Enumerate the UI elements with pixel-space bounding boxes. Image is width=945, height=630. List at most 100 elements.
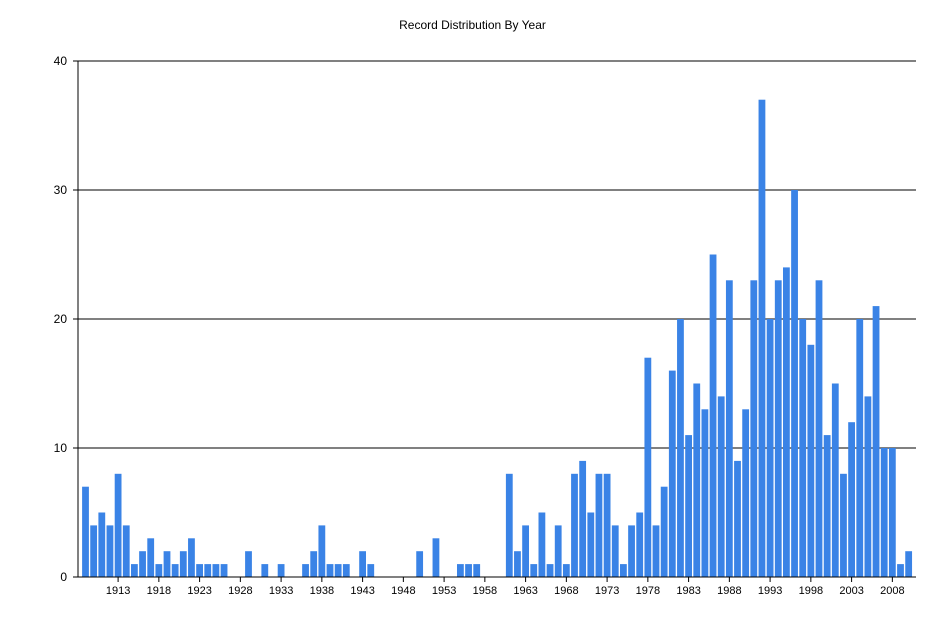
bars — [82, 99, 913, 577]
y-tick-label: 0 — [60, 570, 67, 584]
bar — [611, 525, 619, 577]
x-tick-label: 1973 — [595, 585, 619, 597]
bar — [840, 473, 847, 577]
x-tick-label: 1983 — [676, 585, 700, 597]
bar — [677, 319, 684, 577]
x-tick-label: 1963 — [513, 585, 537, 597]
bar — [302, 564, 309, 577]
bar — [122, 525, 130, 577]
bar — [856, 319, 864, 577]
bar — [318, 525, 326, 577]
bar — [188, 538, 195, 577]
x-tick-label: 1943 — [350, 585, 374, 597]
bar — [546, 564, 554, 577]
bar — [701, 409, 709, 577]
bar — [473, 564, 481, 577]
x-tick-label: 1978 — [636, 585, 660, 597]
bar — [359, 551, 366, 577]
bar — [505, 473, 513, 577]
bar — [342, 564, 350, 577]
bar — [905, 551, 913, 577]
bar — [791, 190, 798, 577]
bar — [245, 551, 252, 577]
bar — [139, 551, 146, 577]
bar — [457, 564, 464, 577]
bar — [864, 396, 872, 577]
bar — [261, 564, 269, 577]
bar — [750, 280, 758, 577]
bar — [220, 564, 228, 577]
bar — [831, 383, 839, 577]
bar — [807, 344, 815, 577]
bar — [717, 396, 725, 577]
bar — [636, 512, 644, 577]
bar — [880, 448, 888, 577]
bar — [660, 486, 668, 577]
bar — [367, 564, 375, 577]
bar — [554, 525, 562, 577]
x-tick-label: 1993 — [758, 585, 782, 597]
x-tick-label: 1953 — [432, 585, 456, 597]
bar — [758, 99, 766, 577]
bar — [204, 564, 212, 577]
bar — [579, 460, 587, 577]
x-tick-label: 1958 — [473, 585, 497, 597]
bar — [709, 254, 717, 577]
bar — [742, 409, 750, 577]
bar — [212, 564, 220, 577]
bar — [416, 551, 424, 577]
bar — [147, 538, 155, 577]
bar — [644, 357, 652, 577]
bar — [668, 370, 676, 577]
y-tick-label: 20 — [54, 312, 68, 326]
y-tick-label: 10 — [54, 441, 68, 455]
bar — [514, 551, 521, 577]
bar — [90, 525, 98, 577]
bar — [815, 280, 823, 577]
x-tick-label: 2008 — [880, 585, 904, 597]
bar — [725, 280, 733, 577]
bar — [465, 564, 472, 577]
bar — [571, 473, 578, 577]
bar — [848, 422, 855, 577]
bar — [114, 473, 122, 577]
x-tick-label: 1913 — [106, 585, 130, 597]
bar — [620, 564, 627, 577]
bar — [106, 525, 114, 577]
bar — [277, 564, 285, 577]
x-tick-label: 1928 — [228, 585, 252, 597]
x-tick-label: 1988 — [717, 585, 741, 597]
bar — [774, 280, 782, 577]
bar — [587, 512, 595, 577]
bar — [98, 512, 106, 577]
x-tick-label: 1968 — [554, 585, 578, 597]
x-tick-label: 1933 — [269, 585, 293, 597]
gridlines — [78, 60, 916, 449]
bar — [872, 306, 880, 577]
bar — [888, 448, 896, 577]
x-tick-label: 1998 — [799, 585, 823, 597]
bar — [522, 525, 529, 577]
bar — [334, 564, 342, 577]
x-tick-label: 1918 — [147, 585, 171, 597]
y-tick-label: 40 — [54, 54, 68, 68]
bar — [685, 435, 692, 577]
bar — [823, 435, 831, 577]
bar — [603, 473, 611, 577]
bar — [562, 564, 570, 577]
chart-title: Record Distribution By Year — [399, 18, 546, 32]
bar — [595, 473, 603, 577]
bar — [82, 486, 89, 577]
bar — [652, 525, 660, 577]
bar — [326, 564, 334, 577]
bar — [171, 564, 179, 577]
bar — [179, 551, 187, 577]
bar — [783, 267, 790, 577]
y-axis-ticks: 0 10 20 30 40 — [54, 54, 78, 584]
bar — [799, 319, 807, 577]
bar — [530, 564, 538, 577]
bar — [131, 564, 138, 577]
x-tick-label: 1948 — [391, 585, 415, 597]
bar — [310, 551, 318, 577]
